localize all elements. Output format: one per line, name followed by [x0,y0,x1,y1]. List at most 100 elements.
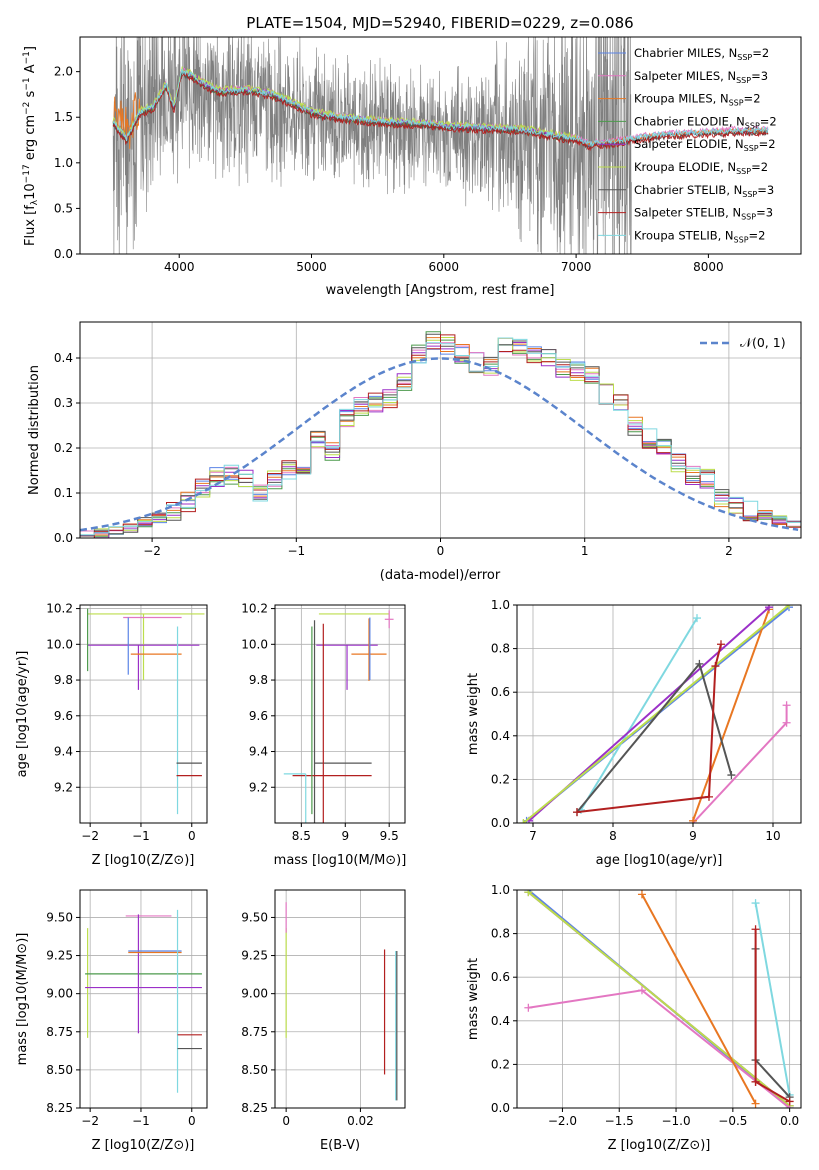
x-tick-label: 0 [188,829,196,843]
series-marker [524,890,533,897]
legend-nssp-prefix: , N [729,114,745,128]
residual-panel: −2 −1 0 1 2 0.0 0.1 0.2 0.3 0.4 𝒩(0, 1) (data-mode… [27,321,802,583]
spectrum-plot-area: 4000 5000 6000 7000 8000 0.0 0.5 1.0 1.5 2.0 [54,36,802,274]
series-marker [637,890,646,899]
y-tick-label: 8.25 [241,1101,268,1115]
x-tick-label: −2 [81,1114,99,1128]
x-tick-label: 0.0 [780,1114,799,1128]
legend-nssp-sub: SSP [736,76,751,85]
legend-nssp-value: 2 [769,114,776,128]
series-line [576,643,722,814]
legend-nssp-prefix: , N [726,183,742,197]
y-tick-label: 9.00 [241,987,268,1001]
y-axis-label: mass weight [466,958,481,1040]
y-tick-label: 0.8 [491,642,510,656]
axes-frame [516,889,802,1109]
legend-nssp-sub: SSP [736,167,751,176]
y-tick-label: 9.8 [54,673,73,687]
plot-marks [283,610,394,823]
series-line [528,989,791,1108]
y-axis-label: mass [log10(M/M⊙)] [15,933,30,1066]
spectrum-x-label: wavelength [Angstrom, rest frame] [326,283,555,298]
y-tick-label: 0.5 [54,201,73,215]
series-marker [785,1097,794,1106]
y-tick-label: 9.2 [54,780,73,794]
series-marker [573,808,581,817]
legend-label: Chabrier STELIB, NSSP=3 [634,183,774,199]
y-tick-label: 9.4 [54,745,73,759]
x-axis-label: E(B-V) [320,1138,360,1153]
series-line [641,893,757,1105]
legend-nssp-value: 2 [762,46,769,60]
legend-nssp-eq: = [760,114,770,128]
residual-histogram [80,337,801,538]
x-tick-label: 9.5 [380,829,399,843]
legend-label: Salpeter MILES, NSSP=3 [634,69,768,85]
y-tick-label: 1.0 [54,156,73,170]
x-tick-label: 8000 [693,260,724,274]
legend-nssp-prefix: , N [725,206,741,220]
normal-distribution-curve [80,357,799,532]
legend-nssp-prefix: , N [720,160,736,174]
axes-frame [79,889,208,1109]
axes-frame [516,604,802,824]
observed-spectrum-line [112,37,632,254]
y-tick-label: 0.0 [54,247,73,261]
x-tick-label: −1.5 [605,1114,634,1128]
legend-nssp-eq: = [752,46,762,60]
series-line [527,891,791,1107]
axes-frame [274,604,406,824]
legend-nssp-sub: SSP [742,190,757,199]
y-tick-label: 8.50 [46,1063,73,1077]
x-tick-label: −1 [287,544,305,558]
series-marker [637,986,646,995]
y-tick-label: 9.25 [46,949,73,963]
x-tick-label: 0 [282,1114,290,1128]
legend-nssp-value: 2 [753,92,760,106]
series-marker [751,925,760,934]
legend-nssp-prefix: , N [721,46,737,60]
x-axis-label: mass [log10(M/M⊙)] [274,853,407,868]
series-marker [782,718,791,727]
legend-nssp-eq: = [751,69,761,83]
x-axis-label: age [log10(age/yr)] [596,853,723,868]
legend-nssp-value: 3 [761,69,768,83]
axes-frame [274,889,406,1109]
legend-nssp-prefix: , N [728,137,744,151]
y-tick-label: 10.0 [46,637,73,651]
series-line [576,661,733,813]
legend-nssp-eq: = [757,183,767,197]
x-tick-label: 0 [437,544,445,558]
y-tick-label: 0.0 [54,531,73,545]
legend-name: Salpeter MILES [634,69,720,83]
legend-nssp-sub: SSP [745,121,760,130]
age-vs-mass-panel: 8.5 9 9.5 9.2 9.4 9.6 9.8 10.0 10.2 mass [log10(M… [241,602,406,868]
legend-name: Kroupa MILES [634,92,713,106]
massweight-vs-metallicity-panel: −2.0 −1.5 −1.0 −0.5 0.0 0.0 0.2 0.4 0.6 0.8 1.0 Z [… [466,883,802,1153]
y-tick-label: 0.2 [491,1057,510,1071]
series-line [754,929,791,1103]
legend-nssp-prefix: , N [720,69,736,83]
y-axis-label: age [log10(age/yr)] [15,651,30,778]
legend-label: Salpeter ELODIE, NSSP=2 [634,137,776,153]
series-marker [785,605,793,609]
y-tick-label: 10.0 [241,637,268,651]
x-tick-label: −2 [143,544,161,558]
legend-nssp-prefix: , N [713,92,729,106]
legend-label: Kroupa ELODIE, NSSP=2 [634,160,768,176]
x-tick-label: 10 [765,829,780,843]
series-marker [717,640,725,649]
y-tick-label: 10.2 [46,602,73,616]
legend-label: Kroupa MILES, NSSP=2 [634,92,761,108]
residual-x-label: (data-model)/error [380,568,501,583]
y-axis-label: mass weight [466,673,481,755]
y-tick-label: 0.2 [54,441,73,455]
legend-nssp-value: 2 [758,228,765,242]
x-tick-label: 0.02 [347,1114,374,1128]
spectrum-y-label: Flux [fλ10−17 erg cm−2 s−1 A−1] [22,46,40,246]
legend-nssp-value: 3 [767,183,774,197]
series-marker [711,662,720,671]
legend-nssp-eq: = [749,228,759,242]
series-marker [751,899,760,908]
age-vs-metallicity-panel: −2 −1 0 9.2 9.4 9.6 9.8 10.0 10.2 Z [log10(Z/Z⊙)]… [15,602,208,868]
